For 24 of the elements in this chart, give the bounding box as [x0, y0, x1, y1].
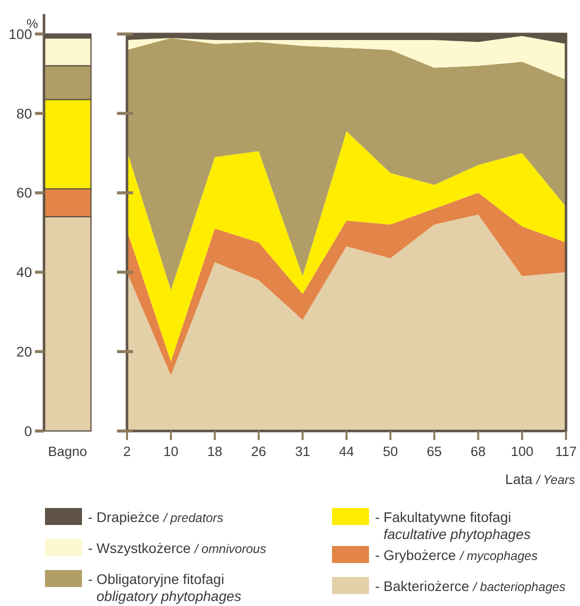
x-tick-label: 50	[382, 444, 398, 459]
legend-label: - Bakteriożerce / bacteriophages	[375, 578, 566, 594]
legend-label: - Wszystkożerce / omnivorous	[88, 540, 266, 556]
legend-label: - Fakultatywne fitofagi facultative phytophages	[375, 509, 531, 542]
x-tick-label: 100	[510, 444, 534, 459]
x-tick-label: 31	[295, 444, 310, 459]
x-tick-label: 117	[555, 444, 577, 459]
legend-label: - Obligatoryjne fitofagi obligatory phytophages	[88, 571, 242, 604]
x-tick-label: 44	[338, 444, 354, 459]
x-tick-label: 2	[123, 444, 131, 459]
x-tick-label: Bagno	[48, 444, 88, 459]
x-tick-label: 65	[426, 444, 442, 459]
legend-label: - Grybożerce / mycophages	[375, 547, 538, 563]
y-tick-label: 20	[16, 344, 32, 360]
x-axis-title: Lata / Years	[505, 471, 575, 487]
x-tick-label: 26	[251, 444, 266, 459]
y-tick-label: 0	[24, 422, 32, 439]
legend-label: - Drapieżce / predators	[88, 509, 224, 525]
x-tick-label: 10	[163, 444, 178, 459]
x-tick-label: 18	[207, 444, 222, 459]
x-tick-label: 68	[470, 444, 486, 459]
y-tick-label: 60	[16, 184, 32, 201]
y-tick-label: 80	[16, 105, 32, 122]
y-tick-label: 40	[16, 264, 32, 280]
